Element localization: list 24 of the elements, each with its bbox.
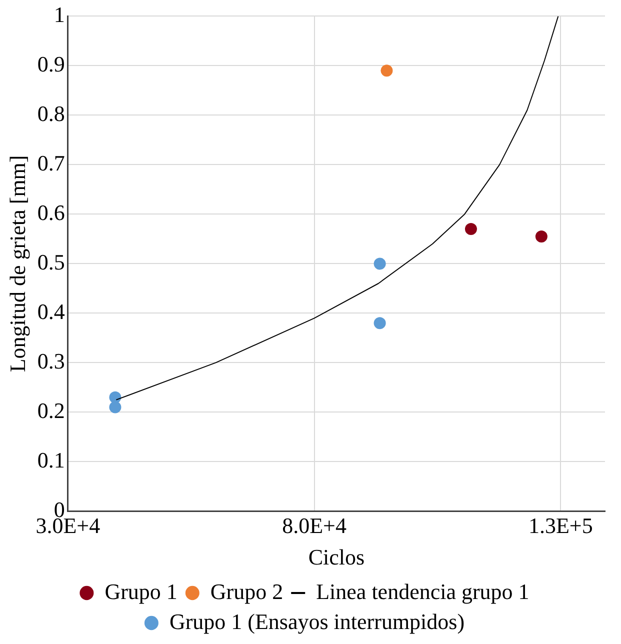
y-tick-label: 0.2: [37, 398, 65, 423]
y-tick-label: 0.7: [37, 150, 65, 176]
y-tick-label: 0.1: [37, 447, 65, 472]
legend-label: Grupo 1: [104, 578, 178, 604]
point: [374, 317, 386, 330]
point: [464, 223, 477, 236]
legend-label: Linea tendencia grupo 1: [316, 578, 530, 604]
legend-label: Grupo 1 (Ensayos interrumpidos): [169, 608, 465, 634]
point: [380, 64, 393, 77]
y-tick-label: 0.5: [37, 249, 65, 274]
y-tick-label: 0.9: [37, 51, 65, 76]
x-tick-label: 1.3E+5: [528, 513, 593, 538]
y-tick-label: 0.8: [37, 100, 65, 126]
x-tick-label: 8.0E+4: [282, 513, 346, 538]
y-tick-label: 0.6: [37, 200, 65, 225]
y-tick-label: 0.3: [37, 348, 65, 374]
point: [374, 258, 386, 270]
point: [109, 401, 122, 414]
y-axis-title: Longitud de grieta [mm]: [4, 155, 30, 372]
y-tick-label: 1: [54, 2, 65, 27]
y-tick-label: 0.4: [37, 298, 65, 324]
point: [535, 230, 548, 242]
x-axis-title: Ciclos: [308, 544, 365, 570]
legend-label: Grupo 2: [210, 578, 284, 604]
